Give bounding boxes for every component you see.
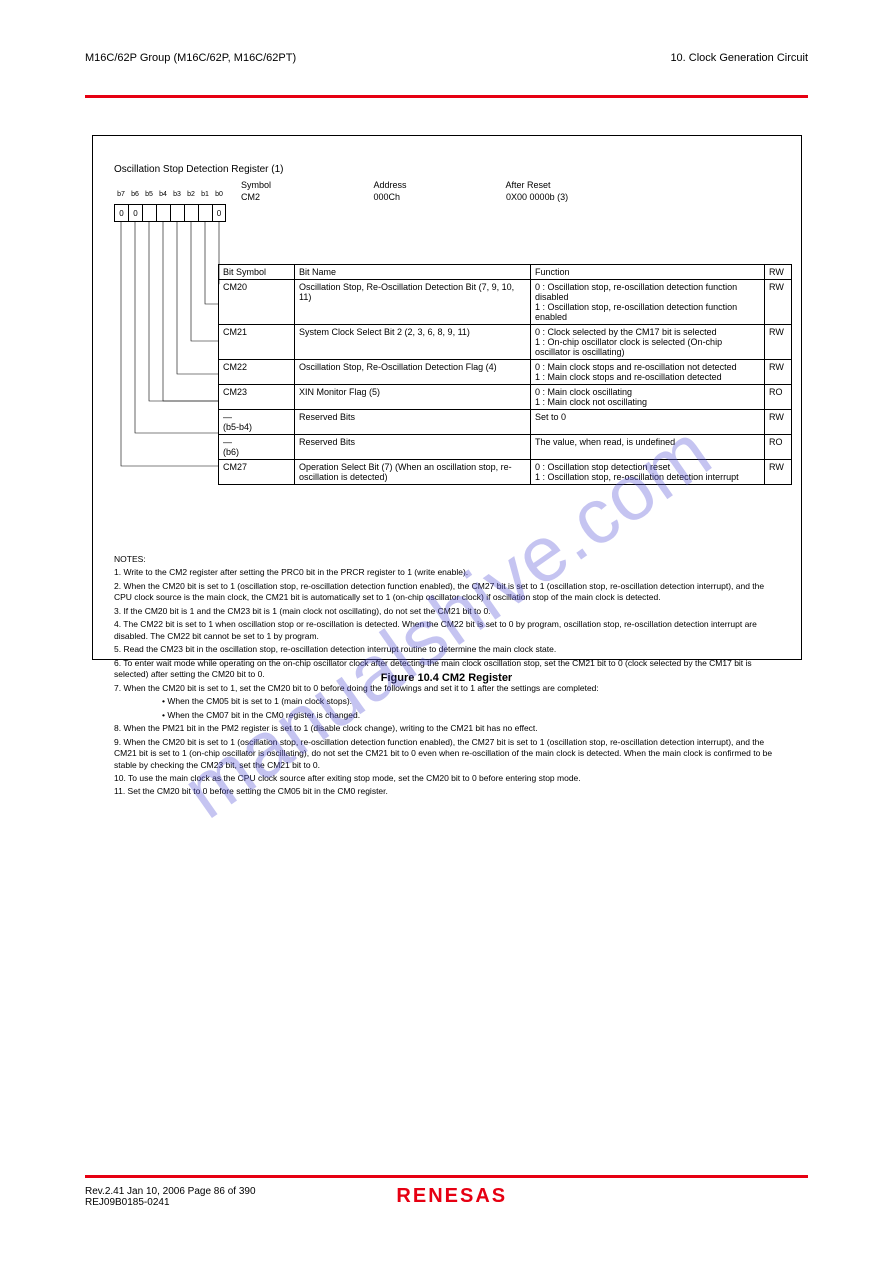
renesas-logo: RENESAS (396, 1185, 507, 1208)
cell: System Clock Select Bit 2 (2, 3, 6, 8, 9… (295, 325, 531, 360)
cell: Operation Select Bit (7) (When an oscill… (295, 460, 531, 485)
note-line: 10. To use the main clock as the CPU clo… (114, 773, 783, 784)
cell: CM22 (219, 360, 295, 385)
footer-docid: REJ09B0185-0241 (85, 1197, 256, 1208)
cell: 0 : Oscillation stop detection reset 1 :… (531, 460, 765, 485)
cell: CM23 (219, 385, 295, 410)
cell: RO (765, 435, 792, 460)
note-line: 11. Set the CM20 bit to 0 before setting… (114, 786, 783, 797)
register-table: Bit Symbol Bit Name Function RW CM20Osci… (218, 264, 792, 485)
header-right: 10. Clock Generation Circuit (670, 52, 808, 64)
cell: The value, when read, is undefined (531, 435, 765, 460)
cell: RW (765, 410, 792, 435)
cell: 0 : Main clock oscillating 1 : Main cloc… (531, 385, 765, 410)
note-line: 5. Read the CM23 bit in the oscillation … (114, 644, 783, 655)
table-row: CM23XIN Monitor Flag (5)0 : Main clock o… (219, 385, 792, 410)
footer-left: Rev.2.41 Jan 10, 2006 Page 86 of 390 REJ… (85, 1186, 256, 1208)
table-row: CM27Operation Select Bit (7) (When an os… (219, 460, 792, 485)
cell: Reserved Bits (295, 435, 531, 460)
note-line: 8. When the PM21 bit in the PM2 register… (114, 723, 783, 734)
cell: CM20 (219, 280, 295, 325)
header-rule (85, 95, 808, 98)
cell: RW (765, 460, 792, 485)
note-line: 1. Write to the CM2 register after setti… (114, 567, 783, 578)
footer-rev: Rev.2.41 Jan 10, 2006 Page 86 of 390 (85, 1186, 256, 1197)
cell: 0 : Clock selected by the CM17 bit is se… (531, 325, 765, 360)
col-rw: RW (765, 265, 792, 280)
cell: RO (765, 385, 792, 410)
cell: Oscillation Stop, Re-Oscillation Detecti… (295, 360, 531, 385)
note-line: NOTES: (114, 554, 783, 565)
table-row: — (b5-b4)Reserved BitsSet to 0RW (219, 410, 792, 435)
table-row: CM21System Clock Select Bit 2 (2, 3, 6, … (219, 325, 792, 360)
col-function: Function (531, 265, 765, 280)
cell: Reserved Bits (295, 410, 531, 435)
cell: RW (765, 360, 792, 385)
footer-row: Rev.2.41 Jan 10, 2006 Page 86 of 390 REJ… (85, 1185, 808, 1208)
note-line: 7. When the CM20 bit is set to 1, set th… (114, 683, 783, 694)
cell: 0 : Main clock stops and re-oscillation … (531, 360, 765, 385)
cell: XIN Monitor Flag (5) (295, 385, 531, 410)
cell: 0 : Oscillation stop, re-oscillation det… (531, 280, 765, 325)
cell: — (b5-b4) (219, 410, 295, 435)
table-row: — (b6)Reserved BitsThe value, when read,… (219, 435, 792, 460)
header-left: M16C/62P Group (M16C/62P, M16C/62PT) (85, 52, 296, 64)
note-line: • When the CM05 bit is set to 1 (main cl… (114, 696, 783, 707)
cell: CM27 (219, 460, 295, 485)
figure-box: Oscillation Stop Detection Register (1) … (92, 135, 802, 660)
cell: RW (765, 325, 792, 360)
col-bitname: Bit Name (295, 265, 531, 280)
table-row: CM22Oscillation Stop, Re-Oscillation Det… (219, 360, 792, 385)
cell: Oscillation Stop, Re-Oscillation Detecti… (295, 280, 531, 325)
note-line: 4. The CM22 bit is set to 1 when oscilla… (114, 619, 783, 642)
table-row: CM20Oscillation Stop, Re-Oscillation Det… (219, 280, 792, 325)
note-line: 2. When the CM20 bit is set to 1 (oscill… (114, 581, 783, 604)
note-line: 9. When the CM20 bit is set to 1 (oscill… (114, 737, 783, 771)
figure-caption: Figure 10.4 CM2 Register (0, 672, 893, 684)
note-line: 3. If the CM20 bit is 1 and the CM23 bit… (114, 606, 783, 617)
cell: RW (765, 280, 792, 325)
cell: CM21 (219, 325, 295, 360)
note-line: • When the CM07 bit in the CM0 register … (114, 710, 783, 721)
footer-rule (85, 1175, 808, 1178)
cell: Set to 0 (531, 410, 765, 435)
cell: — (b6) (219, 435, 295, 460)
col-bitsymbol: Bit Symbol (219, 265, 295, 280)
